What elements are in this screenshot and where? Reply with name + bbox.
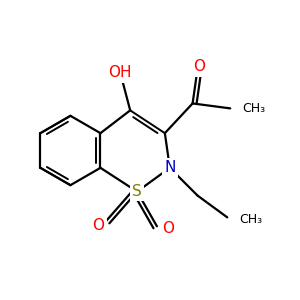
Text: N: N bbox=[164, 160, 176, 175]
Text: O: O bbox=[92, 218, 104, 233]
Text: OH: OH bbox=[109, 65, 132, 80]
Text: O: O bbox=[194, 59, 206, 74]
Text: CH₃: CH₃ bbox=[242, 102, 265, 115]
Text: CH₃: CH₃ bbox=[239, 213, 262, 226]
Text: O: O bbox=[162, 221, 174, 236]
Text: S: S bbox=[132, 184, 142, 199]
